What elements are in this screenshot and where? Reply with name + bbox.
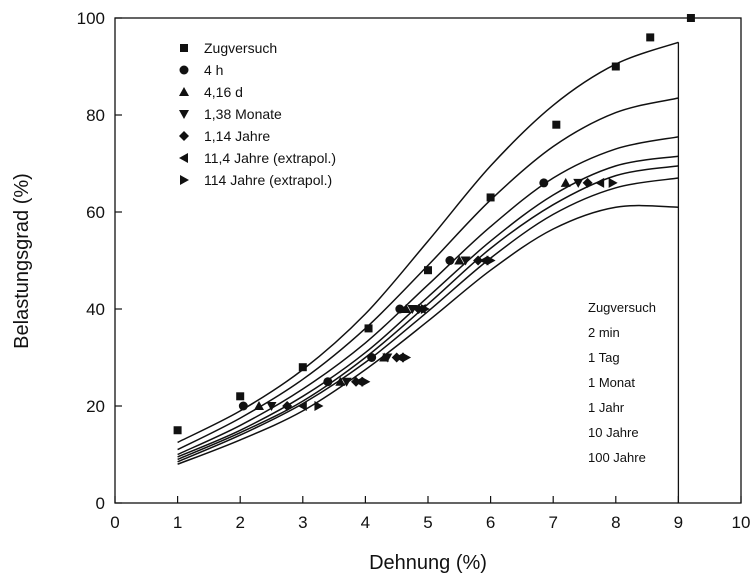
curve-label: 100 Jahre	[588, 450, 646, 465]
y-tick-label: 0	[96, 494, 105, 513]
data-point	[341, 377, 352, 387]
data-point	[407, 305, 418, 314]
legend-marker	[179, 87, 189, 96]
legend-label: Zugversuch	[204, 40, 277, 56]
legend-marker	[180, 175, 189, 185]
fit-curve	[177, 204, 679, 465]
data-point	[361, 376, 371, 387]
data-point	[460, 256, 471, 266]
x-tick-label: 9	[674, 513, 683, 532]
data-point	[420, 304, 430, 314]
data-point	[354, 376, 364, 387]
x-tick-label: 10	[732, 513, 751, 532]
curve-label: 1 Tag	[588, 350, 620, 365]
x-tick-label: 0	[110, 513, 119, 532]
data-point	[552, 120, 561, 129]
data-point	[582, 177, 593, 188]
x-tick-label: 1	[173, 513, 182, 532]
curve-label: 1 Monat	[588, 375, 635, 390]
data-point	[486, 255, 496, 266]
data-point	[173, 426, 182, 435]
fit-curve	[177, 97, 679, 451]
data-point	[314, 401, 324, 411]
data-point	[424, 266, 432, 275]
curve-labels: Zugversuch 2 min 1 Tag 1 Monat 1 Jahr 10 Jahr…	[588, 300, 656, 465]
legend-label: 4 h	[204, 62, 223, 78]
x-tick-label: 4	[361, 513, 370, 532]
data-point	[646, 33, 655, 42]
data-point	[382, 353, 393, 363]
curve-label: 10 Jahre	[588, 425, 639, 440]
data-point	[394, 352, 404, 363]
curve-label: 1 Jahr	[588, 400, 625, 415]
fit-curve	[177, 177, 679, 463]
data-point	[335, 376, 346, 386]
x-axis: 0 1 2 3 4 5 6 7 8 9 10	[110, 496, 750, 532]
x-tick-label: 6	[486, 513, 495, 532]
x-tick-label: 8	[611, 513, 620, 532]
y-axis: 0 20 40 60 80 100	[77, 9, 122, 513]
data-point	[454, 255, 465, 265]
data-point	[253, 401, 264, 410]
fit-curve	[177, 41, 679, 444]
data-point	[323, 377, 333, 387]
legend-marker	[179, 131, 189, 141]
y-tick-label: 60	[86, 203, 105, 222]
x-tick-label: 2	[235, 513, 244, 532]
data-point	[611, 62, 620, 71]
x-tick-label: 3	[298, 513, 307, 532]
data-point	[608, 177, 618, 188]
data-point	[367, 353, 377, 362]
legend-label: 114 Jahre (extrapol.)	[204, 172, 332, 188]
data-point	[445, 256, 455, 265]
y-tick-label: 100	[77, 9, 105, 28]
data-point	[595, 177, 605, 188]
y-axis-title: Belastungsgrad (%)	[11, 173, 33, 349]
curve-label: Zugversuch	[588, 300, 656, 315]
data-point	[486, 193, 495, 202]
legend-label: 1,38 Monate	[204, 106, 282, 122]
data-point	[236, 392, 245, 401]
data-point	[539, 178, 549, 188]
data-point	[479, 255, 489, 266]
y-tick-label: 40	[86, 300, 105, 319]
data-point	[560, 177, 571, 187]
data-point	[473, 255, 484, 266]
data-point	[573, 178, 584, 188]
legend-label: 11,4 Jahre (extrapol.)	[204, 150, 336, 166]
legend-label: 1,14 Jahre	[204, 128, 270, 144]
legend-marker	[179, 110, 189, 119]
data-point	[266, 402, 277, 411]
fit-curve	[177, 155, 679, 458]
data-point	[297, 401, 307, 411]
legend-label: 4,16 d	[204, 84, 243, 100]
data-point	[238, 401, 248, 411]
x-tick-label: 7	[548, 513, 557, 532]
fit-curve	[177, 136, 679, 456]
x-axis-title: Dehnung (%)	[369, 552, 487, 574]
data-points	[173, 14, 695, 435]
legend-marker	[179, 153, 188, 163]
x-tick-label: 5	[423, 513, 432, 532]
y-tick-label: 80	[86, 106, 105, 125]
y-tick-label: 20	[86, 397, 105, 416]
legend-marker	[180, 44, 188, 52]
data-point	[298, 363, 307, 372]
legend-marker	[179, 65, 189, 75]
data-point	[401, 304, 412, 313]
curve-label: 2 min	[588, 325, 620, 340]
legend: Zugversuch 4 h 4,16 d 1,38 Monate 1,14 Jahre…	[179, 40, 336, 188]
data-point	[402, 352, 412, 363]
data-point	[282, 401, 293, 411]
data-point	[686, 14, 695, 22]
data-point	[364, 324, 373, 333]
